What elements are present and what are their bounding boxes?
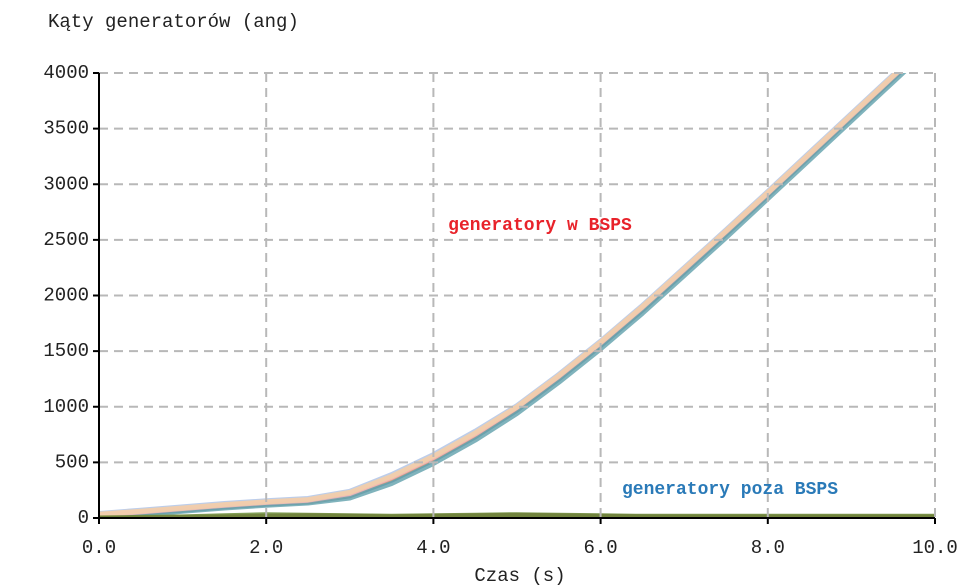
series-line xyxy=(99,512,935,518)
annotation: generatory w BSPS xyxy=(448,216,632,236)
y-tick-label: 1000 xyxy=(43,396,89,418)
y-tick-label: 500 xyxy=(55,451,89,473)
y-tick-label: 3500 xyxy=(43,118,89,140)
y-tick-label: 0 xyxy=(78,507,89,529)
series-line xyxy=(99,73,903,518)
x-tick-label: 10.0 xyxy=(912,537,958,559)
x-tick-label: 0.0 xyxy=(82,537,116,559)
series-line xyxy=(99,73,900,517)
series-line xyxy=(99,73,901,518)
x-tick-label: 6.0 xyxy=(583,537,617,559)
series-line xyxy=(99,73,907,518)
y-tick-label: 4000 xyxy=(43,62,89,84)
x-tick-label: 8.0 xyxy=(751,537,785,559)
series-line xyxy=(99,73,902,518)
x-axis-label: Czas (s) xyxy=(474,565,565,586)
y-tick-label: 1500 xyxy=(43,340,89,362)
x-tick-label: 2.0 xyxy=(249,537,283,559)
annotation: generatory poza BSPS xyxy=(622,480,838,500)
y-tick-label: 2500 xyxy=(43,229,89,251)
y-tick-label: 3000 xyxy=(43,173,89,195)
y-tick-label: 2000 xyxy=(43,285,89,307)
chart-title: Kąty generatorów (ang) xyxy=(48,11,299,33)
x-tick-label: 4.0 xyxy=(416,537,450,559)
series-line xyxy=(99,73,899,516)
plot-lines xyxy=(99,73,935,518)
